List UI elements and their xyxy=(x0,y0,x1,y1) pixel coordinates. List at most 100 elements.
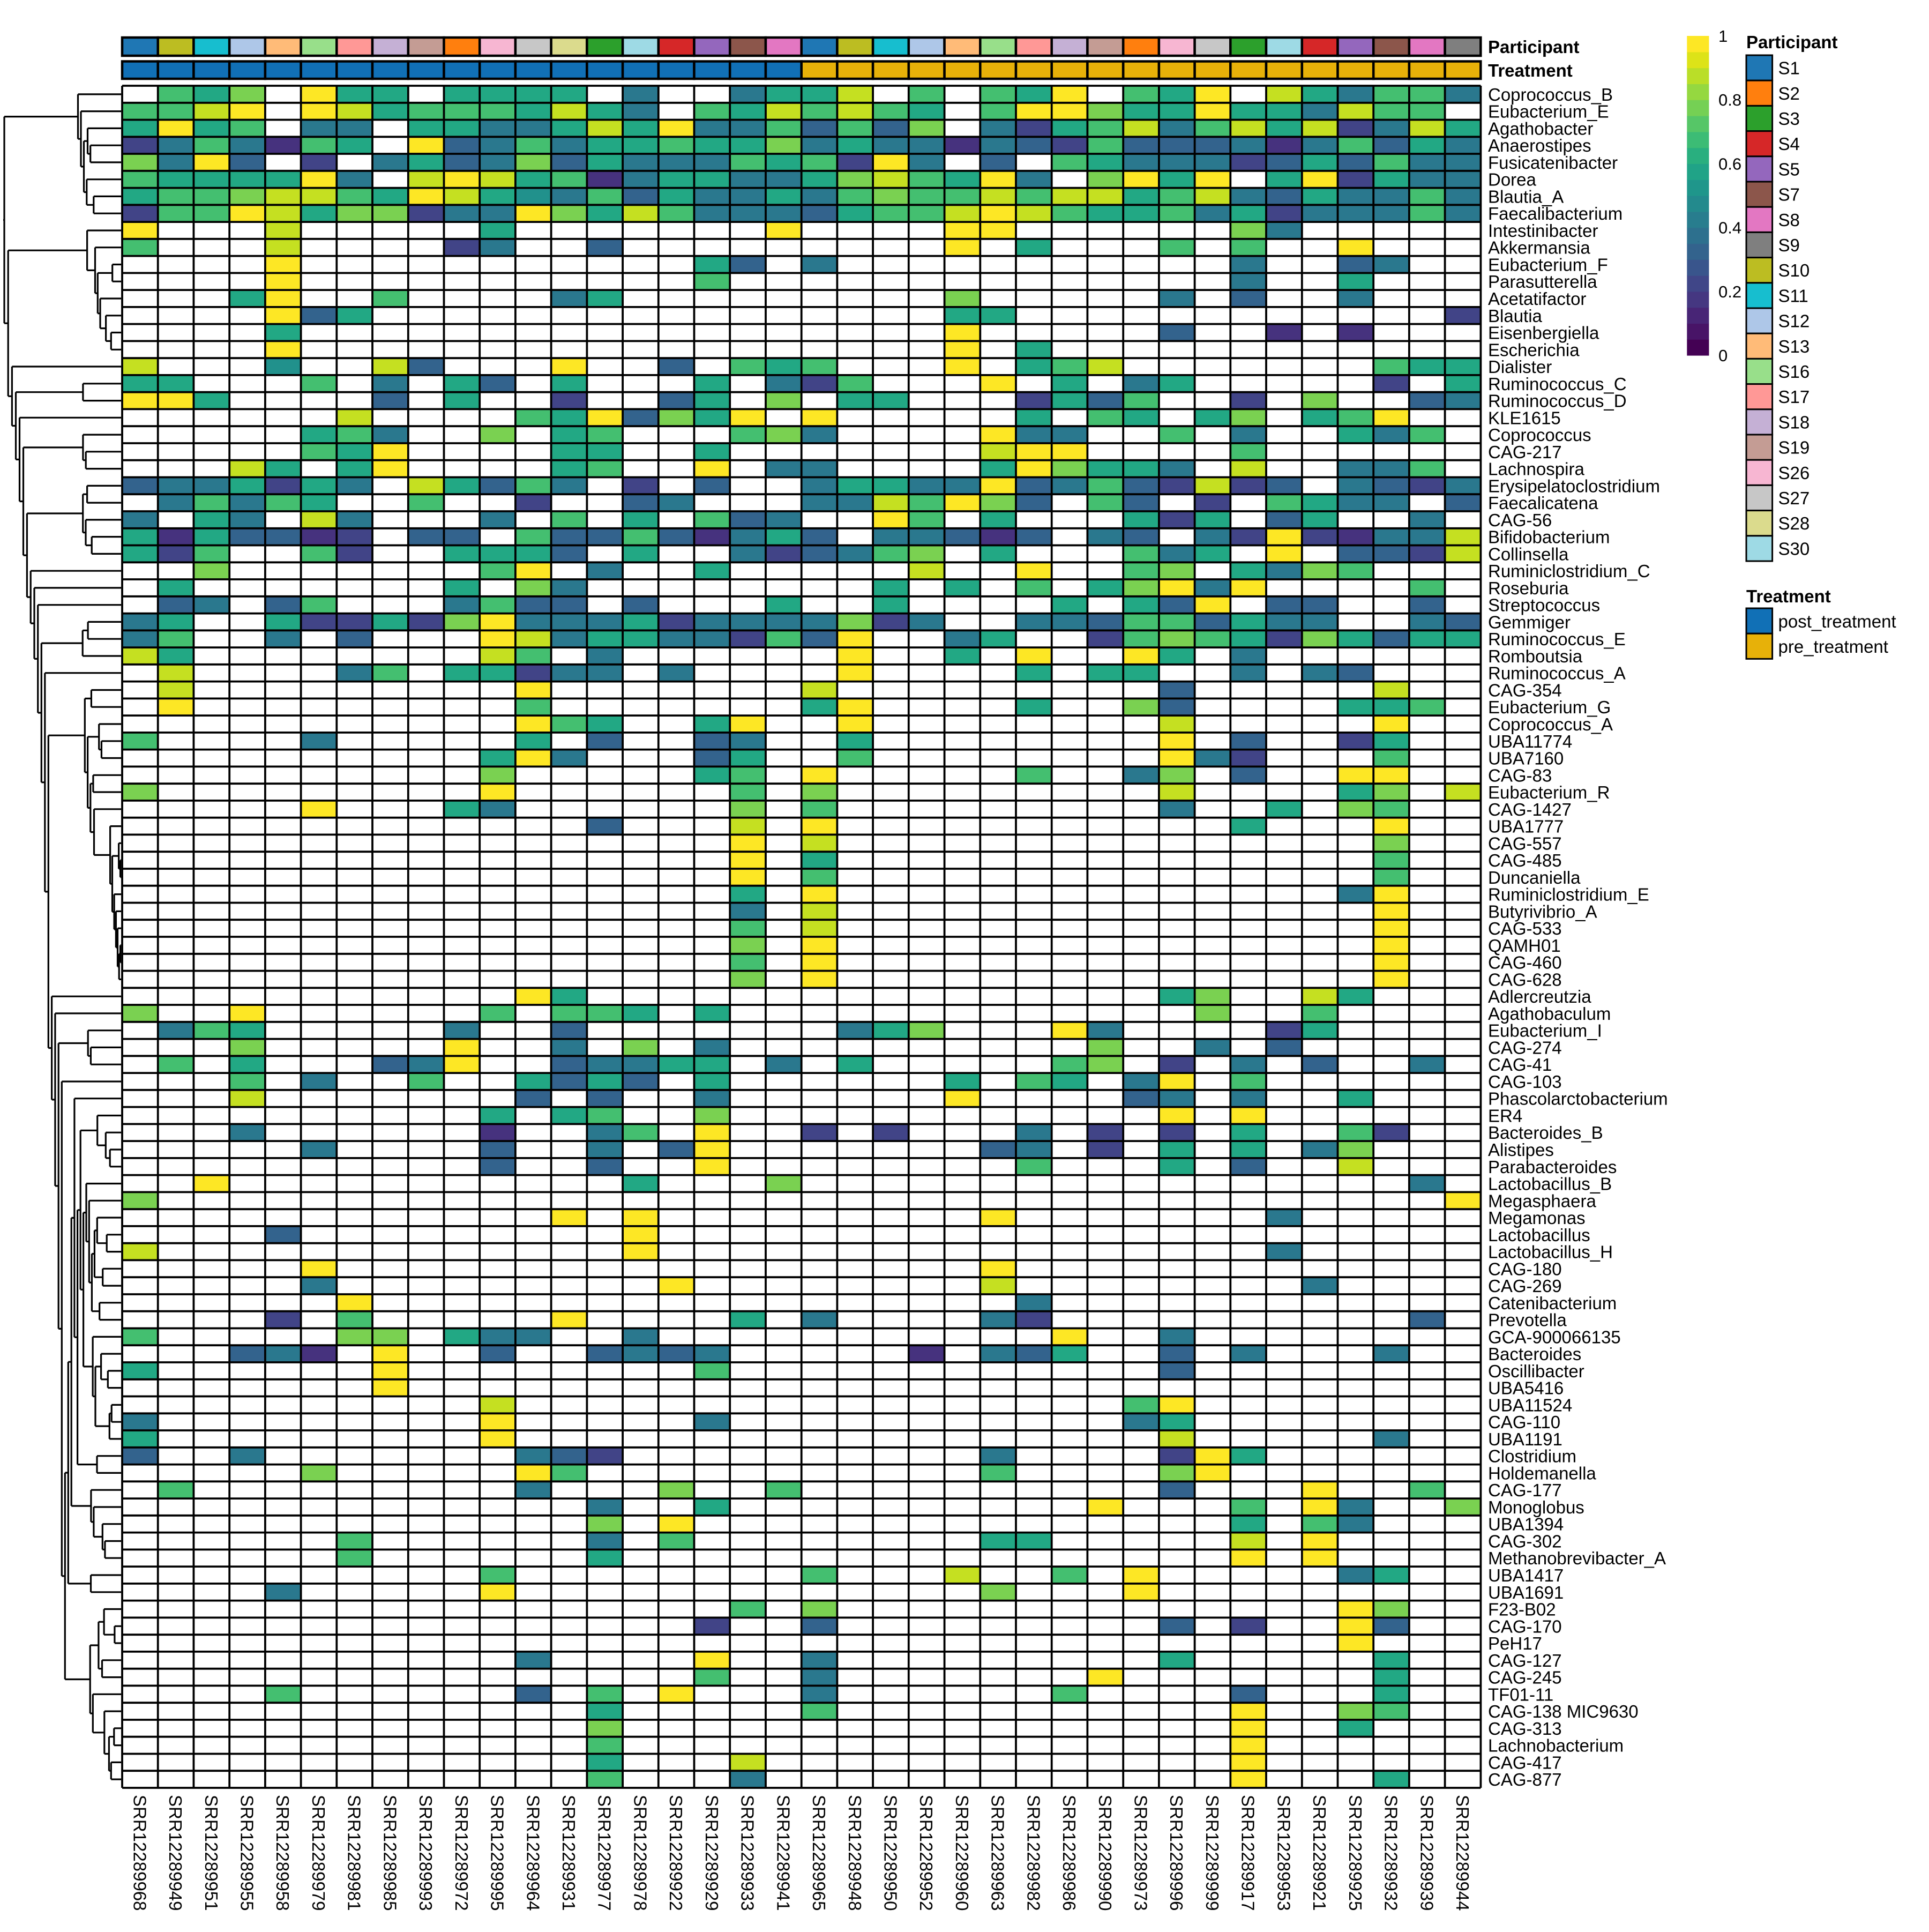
svg-text:SRR12289932: SRR12289932 xyxy=(1381,1795,1401,1911)
svg-text:Eubacterium_R: Eubacterium_R xyxy=(1488,782,1610,802)
svg-text:CAG-269: CAG-269 xyxy=(1488,1276,1562,1296)
svg-text:Lactobacillus_B: Lactobacillus_B xyxy=(1488,1174,1612,1194)
svg-text:Treatment: Treatment xyxy=(1488,61,1573,80)
svg-text:S9: S9 xyxy=(1778,235,1800,255)
svg-text:Fusicatenibacter: Fusicatenibacter xyxy=(1488,153,1618,173)
svg-text:Acetatifactor: Acetatifactor xyxy=(1488,289,1586,309)
svg-text:Ruminococcus_E: Ruminococcus_E xyxy=(1488,629,1626,649)
svg-text:S3: S3 xyxy=(1778,109,1800,129)
svg-text:SRR12289944: SRR12289944 xyxy=(1453,1795,1472,1911)
svg-text:S8: S8 xyxy=(1778,210,1800,230)
svg-text:UBA5416: UBA5416 xyxy=(1488,1378,1564,1398)
svg-text:Blautia: Blautia xyxy=(1488,306,1543,326)
svg-text:UBA1394: UBA1394 xyxy=(1488,1515,1564,1534)
svg-text:Agathobacter: Agathobacter xyxy=(1488,118,1593,138)
svg-text:Oscillibacter: Oscillibacter xyxy=(1488,1361,1584,1381)
svg-text:S26: S26 xyxy=(1778,463,1810,483)
svg-text:CAG-302: CAG-302 xyxy=(1488,1532,1562,1551)
svg-text:CAG-127: CAG-127 xyxy=(1488,1651,1562,1670)
svg-text:Escherichia: Escherichia xyxy=(1488,340,1580,360)
svg-text:SRR12289958: SRR12289958 xyxy=(273,1795,293,1911)
svg-text:CAG-354: CAG-354 xyxy=(1488,681,1562,700)
svg-text:Treatment: Treatment xyxy=(1746,586,1831,606)
svg-text:SRR12289917: SRR12289917 xyxy=(1238,1795,1258,1911)
svg-text:Parasutterella: Parasutterella xyxy=(1488,272,1597,292)
svg-text:UBA1777: UBA1777 xyxy=(1488,817,1564,837)
svg-text:Ruminococcus_D: Ruminococcus_D xyxy=(1488,391,1627,411)
svg-text:SRR12289986: SRR12289986 xyxy=(1059,1795,1079,1911)
svg-text:CAG-628: CAG-628 xyxy=(1488,969,1562,989)
svg-text:Participant: Participant xyxy=(1746,32,1838,52)
svg-text:CAG-103: CAG-103 xyxy=(1488,1072,1562,1092)
svg-text:CAG-557: CAG-557 xyxy=(1488,833,1562,853)
svg-text:CAG-217: CAG-217 xyxy=(1488,442,1562,462)
svg-text:Ruminococcus_A: Ruminococcus_A xyxy=(1488,663,1626,683)
svg-text:SRR12289948: SRR12289948 xyxy=(845,1795,865,1911)
svg-text:SRR12289982: SRR12289982 xyxy=(1023,1795,1043,1911)
svg-text:1: 1 xyxy=(1718,27,1728,46)
svg-text:S17: S17 xyxy=(1778,387,1810,407)
svg-text:Bifidobacterium: Bifidobacterium xyxy=(1488,527,1610,547)
svg-text:Participant: Participant xyxy=(1488,37,1580,57)
svg-text:SRR12289999: SRR12289999 xyxy=(1202,1795,1222,1911)
svg-text:TF01-11: TF01-11 xyxy=(1488,1684,1553,1704)
svg-text:SRR12289964: SRR12289964 xyxy=(523,1795,543,1911)
svg-text:SRR12289929: SRR12289929 xyxy=(702,1795,722,1911)
svg-text:UBA11524: UBA11524 xyxy=(1488,1395,1572,1415)
svg-text:0.4: 0.4 xyxy=(1718,219,1741,237)
svg-text:S13: S13 xyxy=(1778,337,1810,356)
svg-text:Ruminiclostridium_C: Ruminiclostridium_C xyxy=(1488,561,1650,581)
svg-text:Streptococcus: Streptococcus xyxy=(1488,595,1600,615)
svg-text:CAG-417: CAG-417 xyxy=(1488,1752,1562,1772)
svg-text:Coprococcus_A: Coprococcus_A xyxy=(1488,714,1613,734)
svg-text:Bacteroides: Bacteroides xyxy=(1488,1344,1581,1364)
svg-text:SRR12289949: SRR12289949 xyxy=(166,1795,185,1911)
svg-text:SRR12289995: SRR12289995 xyxy=(488,1795,507,1911)
svg-text:Eubacterium_F: Eubacterium_F xyxy=(1488,255,1608,275)
svg-text:SRR12289922: SRR12289922 xyxy=(666,1795,686,1911)
svg-text:Bacteroides_B: Bacteroides_B xyxy=(1488,1123,1603,1143)
svg-text:F23-B02: F23-B02 xyxy=(1488,1600,1556,1620)
svg-text:UBA11774: UBA11774 xyxy=(1488,732,1572,751)
svg-text:SRR12289990: SRR12289990 xyxy=(1095,1795,1115,1911)
svg-text:Lachnobacterium: Lachnobacterium xyxy=(1488,1736,1624,1756)
svg-text:SRR12289972: SRR12289972 xyxy=(452,1795,472,1911)
svg-text:SRR12289933: SRR12289933 xyxy=(738,1795,758,1911)
svg-text:0.8: 0.8 xyxy=(1718,91,1741,109)
svg-text:S28: S28 xyxy=(1778,513,1810,533)
svg-text:0.2: 0.2 xyxy=(1718,282,1741,301)
svg-text:SRR12289939: SRR12289939 xyxy=(1417,1795,1437,1911)
svg-text:CAG-110: CAG-110 xyxy=(1488,1412,1560,1432)
svg-text:Agathobaculum: Agathobaculum xyxy=(1488,1004,1611,1024)
svg-text:SRR12289985: SRR12289985 xyxy=(380,1795,400,1911)
svg-text:UBA1191: UBA1191 xyxy=(1488,1429,1562,1449)
svg-text:SRR12289941: SRR12289941 xyxy=(773,1795,793,1911)
svg-text:Adlercreutzia: Adlercreutzia xyxy=(1488,987,1591,1006)
svg-text:CAG-138 MIC9630: CAG-138 MIC9630 xyxy=(1488,1702,1639,1721)
svg-text:CAG-180: CAG-180 xyxy=(1488,1259,1562,1279)
svg-text:Erysipelatoclostridium: Erysipelatoclostridium xyxy=(1488,476,1660,496)
svg-text:CAG-485: CAG-485 xyxy=(1488,851,1562,870)
svg-text:0.6: 0.6 xyxy=(1718,154,1741,173)
svg-text:SRR12289993: SRR12289993 xyxy=(416,1795,436,1911)
svg-text:SRR12289950: SRR12289950 xyxy=(881,1795,901,1911)
svg-text:S5: S5 xyxy=(1778,159,1800,179)
svg-text:Eisenbergiella: Eisenbergiella xyxy=(1488,323,1599,343)
svg-text:UBA7160: UBA7160 xyxy=(1488,749,1564,769)
svg-text:SRR12289965: SRR12289965 xyxy=(809,1795,829,1911)
svg-text:Ruminiclostridium_E: Ruminiclostridium_E xyxy=(1488,885,1649,905)
svg-text:CAG-274: CAG-274 xyxy=(1488,1038,1562,1057)
svg-text:Faecalibacterium: Faecalibacterium xyxy=(1488,204,1623,223)
svg-text:Holdemanella: Holdemanella xyxy=(1488,1463,1596,1483)
svg-text:S30: S30 xyxy=(1778,539,1810,558)
svg-text:PeH17: PeH17 xyxy=(1488,1633,1542,1653)
svg-text:SRR12289955: SRR12289955 xyxy=(237,1795,257,1911)
svg-text:S11: S11 xyxy=(1778,286,1808,305)
svg-text:KLE1615: KLE1615 xyxy=(1488,408,1561,428)
svg-text:Anaerostipes: Anaerostipes xyxy=(1488,136,1591,155)
svg-text:Faecalicatena: Faecalicatena xyxy=(1488,493,1598,513)
svg-text:Lactobacillus: Lactobacillus xyxy=(1488,1225,1590,1245)
svg-text:Clostridium: Clostridium xyxy=(1488,1446,1576,1466)
svg-text:Blautia_A: Blautia_A xyxy=(1488,187,1564,206)
svg-text:Butyrivibrio_A: Butyrivibrio_A xyxy=(1488,901,1597,921)
